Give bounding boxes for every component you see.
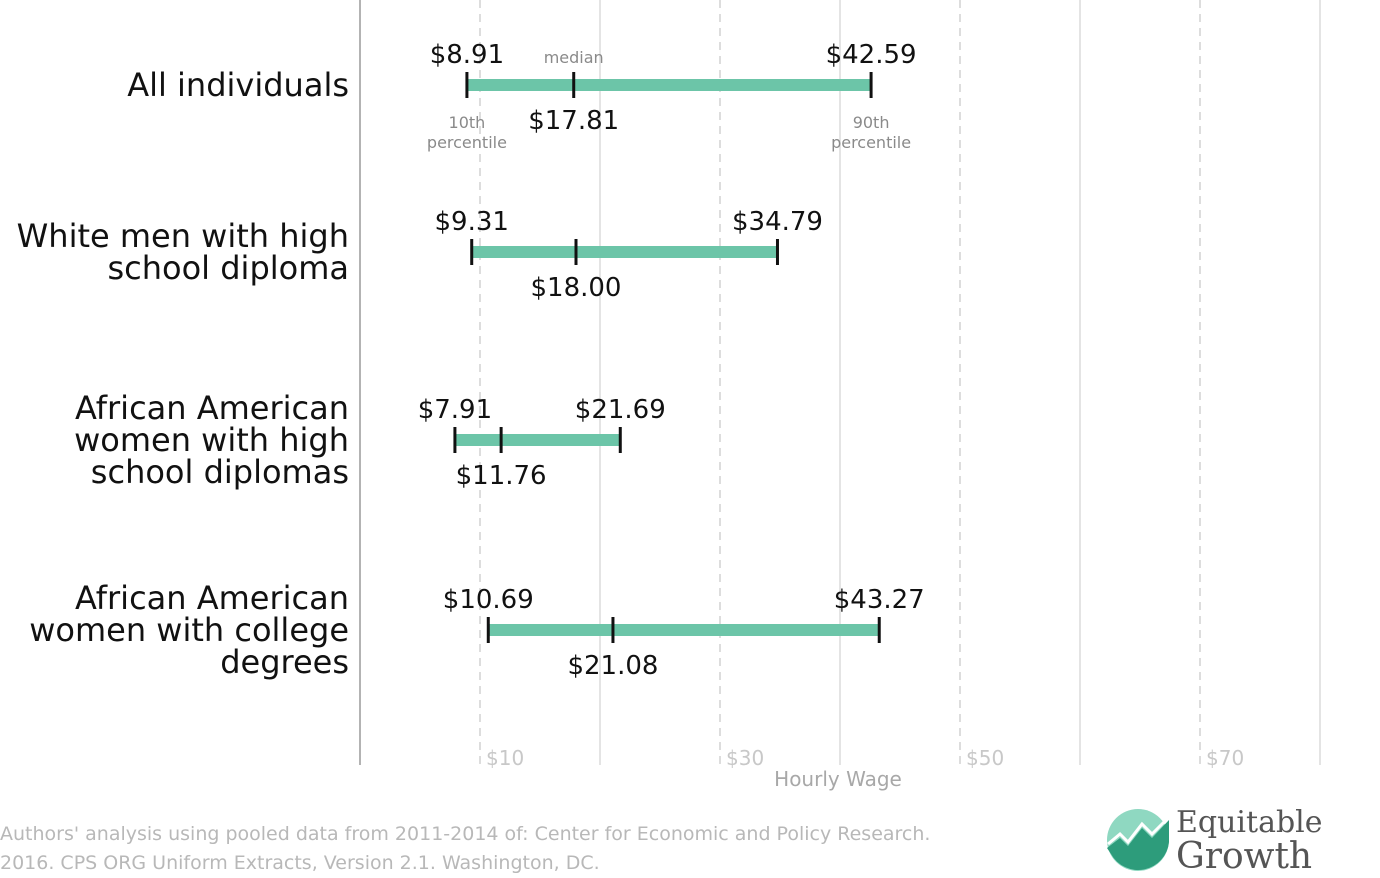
- median-value-label: $18.00: [531, 273, 622, 303]
- range-bar: [471, 246, 778, 258]
- category-label-line: All individuals: [127, 66, 349, 104]
- brand-wordmark: Equitable Growth: [1176, 805, 1323, 877]
- median-annotation: median: [544, 48, 604, 67]
- category-label: All individuals: [127, 66, 349, 104]
- median-value-label: $11.76: [456, 461, 547, 491]
- category-label-line: women with college: [29, 611, 349, 649]
- source-line-1: Authors' analysis using pooled data from…: [0, 823, 931, 845]
- source-line-2: 2016. CPS ORG Uniform Extracts, Version …: [0, 852, 600, 874]
- range-bars: [453, 72, 881, 643]
- range-bar: [488, 624, 880, 636]
- p90-value-label: $34.79: [732, 207, 823, 237]
- median-value-label: $17.81: [528, 106, 619, 136]
- p90-value-label: $43.27: [834, 585, 925, 615]
- median-value-label: $21.08: [567, 651, 658, 681]
- range-bar: [466, 79, 872, 91]
- p90-annotation: 90th: [853, 113, 890, 132]
- p90-annotation: percentile: [831, 133, 911, 152]
- x-axis-ticks: $10 $30 $50 $70: [486, 746, 1244, 770]
- category-label-line: school diplomas: [91, 453, 349, 491]
- category-label: White men with high school diploma: [17, 217, 349, 287]
- brand-line-1: Equitable: [1176, 805, 1323, 840]
- equitable-growth-logo: Equitable Growth: [1106, 806, 1366, 876]
- x-axis-title: Hourly Wage: [774, 767, 902, 791]
- range-bar: [454, 434, 621, 446]
- source-note: Authors' analysis using pooled data from…: [0, 820, 1000, 878]
- gridlines: [359, 0, 1321, 765]
- p90-value-label: $21.69: [575, 395, 666, 425]
- category-label-line: school diploma: [107, 249, 349, 287]
- value-labels: $8.91 $42.59 $17.81 $9.31 $34.79 $18.00 $7.91 $…: [418, 40, 925, 681]
- p90-value-label: $42.59: [826, 40, 917, 70]
- p10-annotation: 10th: [449, 113, 486, 132]
- category-label-line: White men with high: [17, 217, 349, 255]
- category-label-line: African American: [75, 579, 349, 617]
- p10-value-label: $10.69: [443, 585, 534, 615]
- x-tick-label: $30: [726, 746, 764, 770]
- category-label: African American women with college degree…: [29, 579, 349, 681]
- p10-value-label: $9.31: [435, 207, 509, 237]
- brand-line-2: Growth: [1176, 836, 1313, 877]
- p10-value-label: $7.91: [418, 395, 492, 425]
- category-label-line: degrees: [220, 643, 349, 681]
- p10-value-label: $8.91: [430, 40, 504, 70]
- category-label-line: women with high: [74, 421, 349, 459]
- equitable-growth-logo-icon: [1107, 809, 1169, 871]
- x-tick-label: $10: [486, 746, 524, 770]
- category-label: African American women with high school di…: [74, 389, 349, 491]
- p10-annotation: percentile: [427, 133, 507, 152]
- x-tick-label: $50: [966, 746, 1004, 770]
- x-tick-label: $70: [1206, 746, 1244, 770]
- category-label-line: African American: [75, 389, 349, 427]
